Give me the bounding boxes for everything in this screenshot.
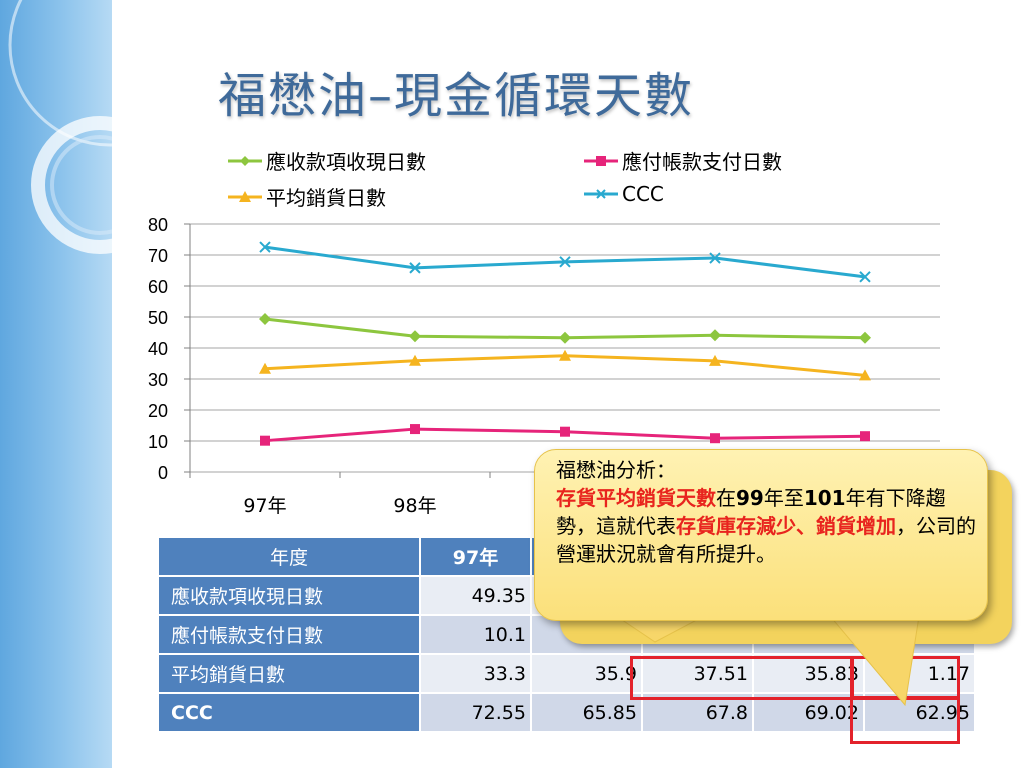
data-point	[859, 271, 871, 283]
data-point	[560, 426, 570, 437]
x-tick-label: 98年	[393, 495, 436, 517]
data-point	[409, 354, 421, 366]
table-cell: 35.9	[530, 653, 643, 694]
data-point	[559, 256, 571, 268]
callout-heading: 福懋油分析：	[556, 458, 676, 482]
data-point	[559, 331, 571, 344]
callout-body: 存貨平均銷貨天數在99年至101年有下降趨勢，這就代表存貨庫存減少、銷貨增加，公…	[556, 484, 976, 568]
table-cell: 35.83	[752, 653, 865, 694]
table-row-label: 應付帳款支付日數	[157, 614, 421, 655]
analysis-callout	[534, 449, 988, 621]
legend-label: 應收款項收現日數	[266, 150, 426, 174]
data-point	[860, 431, 870, 442]
table-row: CCC 72.55 65.85 67.8 69.02 62.95	[157, 692, 976, 733]
y-tick-label: 20	[148, 401, 168, 421]
data-point-stroke	[559, 256, 571, 268]
data-point	[259, 313, 271, 326]
data-point	[859, 331, 871, 344]
data-point	[409, 330, 421, 343]
legend-label: CCC	[622, 182, 664, 206]
y-tick-label: 40	[148, 339, 168, 359]
legend-item-ccc: CCC	[584, 182, 664, 206]
legend-marker-square	[584, 155, 618, 166]
y-tick-label: 50	[148, 308, 168, 328]
data-point-stroke	[709, 252, 721, 264]
table-cell: 65.85	[530, 692, 643, 733]
y-tick-label: 10	[148, 432, 168, 452]
legend-label: 應付帳款支付日數	[622, 150, 782, 174]
table-header-cell: 97年	[419, 536, 532, 577]
callout-text-segment: 年有下降趨勢，這就代表	[556, 486, 946, 538]
callout-year: 101	[803, 486, 846, 510]
table-header-cell: 年度	[157, 536, 421, 577]
callout-highlight: 存貨庫存減少、銷貨增加	[676, 514, 896, 538]
data-point	[410, 424, 420, 435]
y-tick-label: 70	[148, 246, 168, 266]
table-cell: 37.51	[641, 653, 754, 694]
data-point	[709, 252, 721, 264]
decorative-rings	[8, 0, 112, 254]
data-point	[259, 241, 271, 253]
x-tick-label: 97年	[243, 495, 286, 517]
callout-text-segment: 年至	[763, 486, 804, 510]
page-title: 福懋油–現金循環天數	[218, 68, 695, 124]
legend-item-sales-days: 平均銷貨日數	[228, 182, 386, 211]
legend-marker-triangle	[228, 190, 262, 202]
table-cell: 10.1	[419, 614, 532, 655]
decorative-sidebar	[0, 0, 112, 768]
data-point	[559, 349, 571, 361]
data-point	[710, 433, 720, 444]
data-point-stroke	[409, 262, 421, 274]
data-point	[260, 435, 270, 446]
legend-item-receivable: 應收款項收現日數	[228, 146, 426, 175]
legend-item-payable: 應付帳款支付日數	[584, 146, 782, 175]
data-point	[259, 362, 271, 374]
table-row-label: 應收款項收現日數	[157, 575, 421, 616]
y-tick-label: 60	[148, 277, 168, 297]
callout-year: 99	[736, 486, 764, 510]
callout-text-segment: 在	[716, 486, 736, 510]
table-cell: 72.55	[419, 692, 532, 733]
data-point	[709, 329, 721, 342]
y-tick-label: 30	[148, 370, 168, 390]
legend-marker-x	[584, 189, 618, 199]
data-point	[709, 354, 721, 366]
table-cell: 49.35	[419, 575, 532, 616]
y-tick-label: 0	[158, 463, 168, 483]
table-row-label: 平均銷貨日數	[157, 653, 421, 694]
table-row-label: CCC	[157, 692, 421, 733]
y-tick-label: 80	[148, 215, 168, 235]
data-point-stroke	[259, 241, 271, 253]
data-point-stroke	[859, 271, 871, 283]
legend-label: 平均銷貨日數	[266, 186, 386, 210]
callout-text: 福懋油分析： 存貨平均銷貨天數在99年至101年有下降趨勢，這就代表存貨庫存減少…	[556, 456, 976, 568]
legend-marker-diamond	[228, 155, 262, 166]
callout-text-segment: ，公司的營運狀況就會有所提升。	[556, 514, 976, 566]
data-point	[859, 369, 871, 381]
data-point	[409, 262, 421, 274]
callout-highlight: 存貨平均銷貨天數	[556, 486, 716, 510]
table-cell: 33.3	[419, 653, 532, 694]
